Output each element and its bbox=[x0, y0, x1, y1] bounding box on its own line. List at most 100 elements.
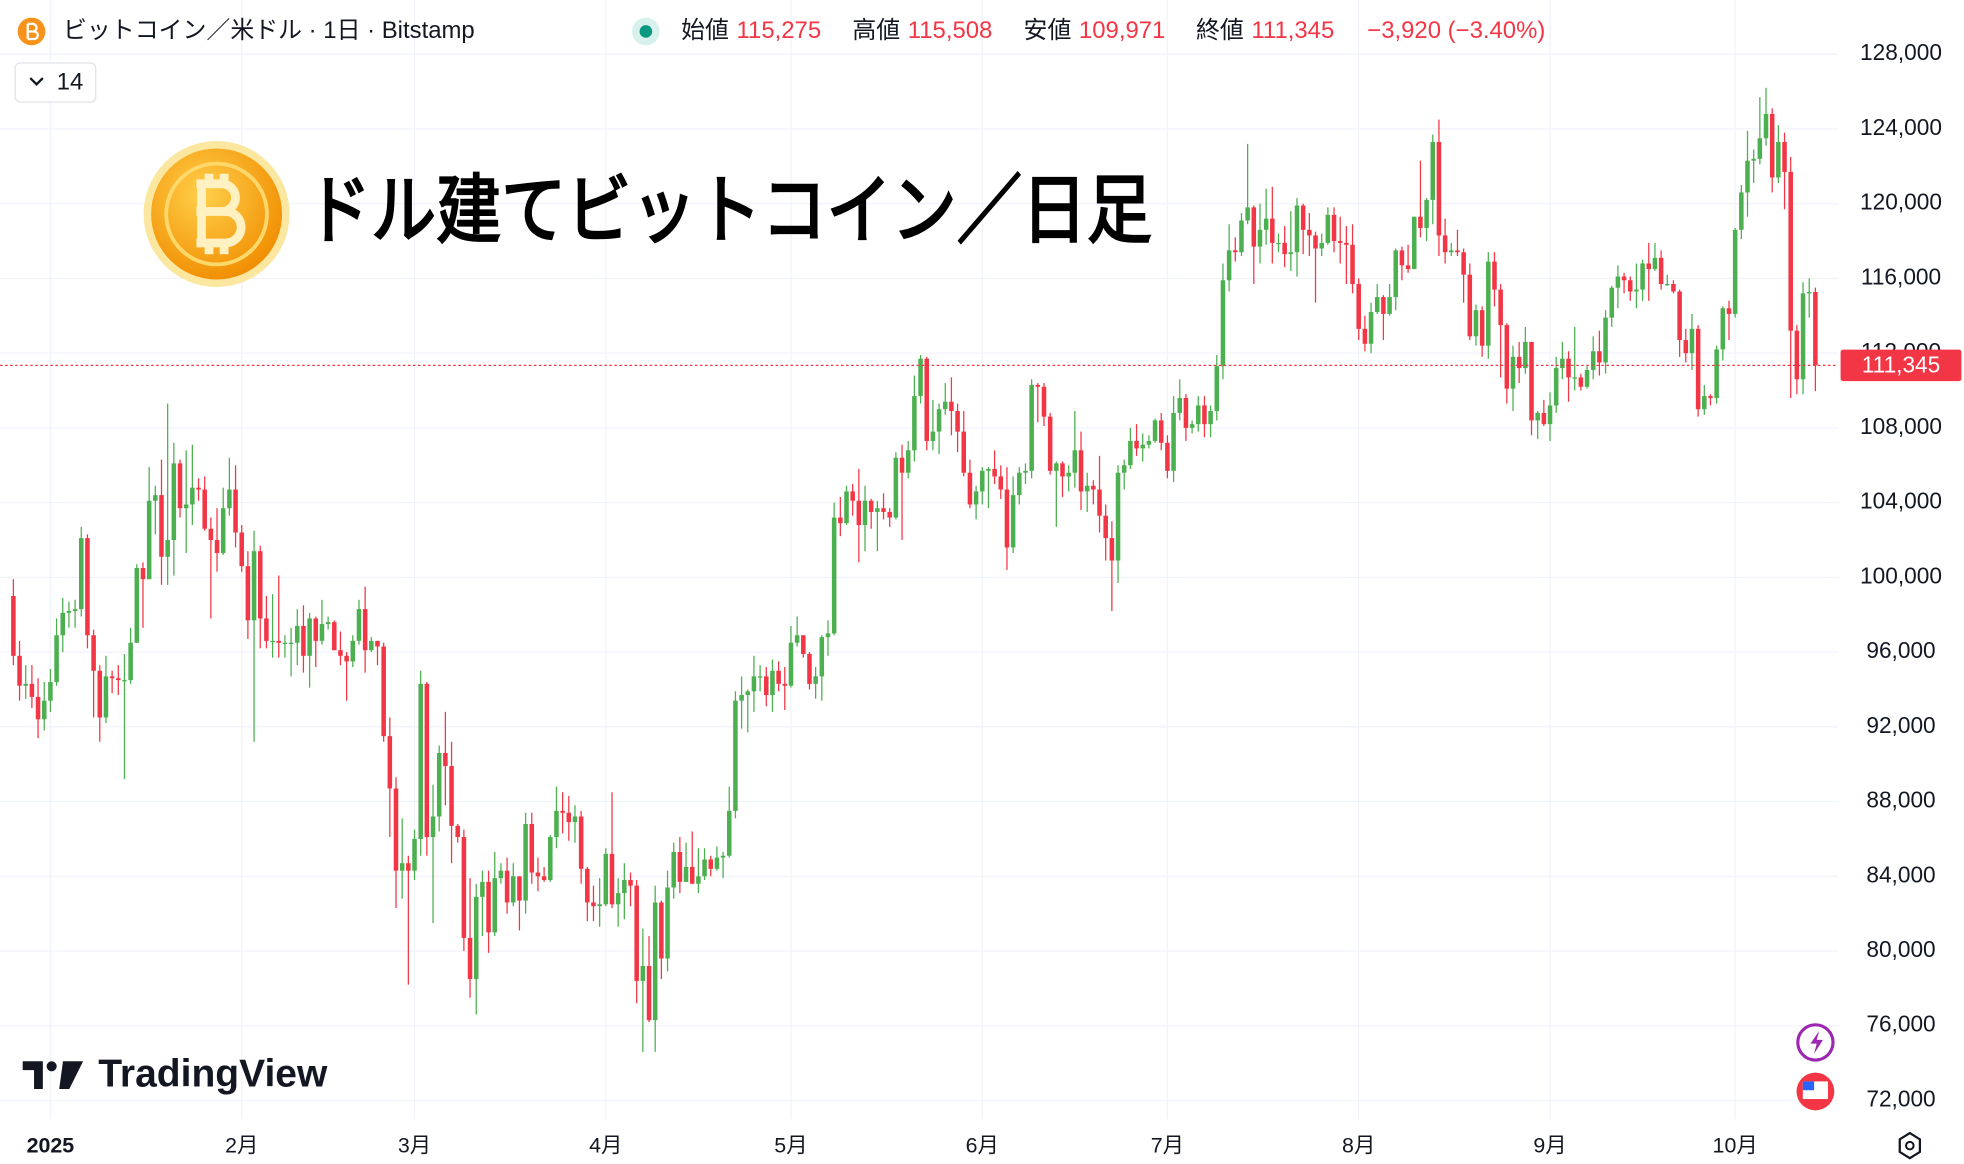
candle-body bbox=[1214, 366, 1220, 412]
candle-body bbox=[585, 868, 590, 903]
candle-body bbox=[1510, 356, 1516, 389]
candle-body bbox=[1671, 283, 1676, 292]
candle-body bbox=[227, 489, 232, 509]
candle-body bbox=[1017, 472, 1022, 496]
candle-body bbox=[48, 681, 53, 701]
ohlc-label: 終値 bbox=[1196, 17, 1244, 44]
candle-body bbox=[609, 853, 615, 905]
y-tick-label: 116,000 bbox=[1861, 263, 1941, 289]
candle-body bbox=[1726, 308, 1732, 314]
candle-body bbox=[1597, 351, 1602, 363]
symbol[interactable]: ビットコイン／米ドル · 1日 · Bitstamp bbox=[63, 17, 475, 44]
candle-body bbox=[1103, 515, 1108, 539]
candle-body bbox=[1486, 261, 1491, 346]
candle-body bbox=[35, 696, 41, 720]
change: −3,920 (−3.40%) bbox=[1367, 17, 1545, 44]
x-tick-label: 10月 bbox=[1713, 1134, 1758, 1158]
candle-body bbox=[788, 642, 794, 686]
settings-icon bbox=[1905, 1140, 1915, 1151]
candle-body bbox=[245, 566, 251, 621]
candle-body bbox=[1479, 310, 1485, 346]
candle-body bbox=[11, 596, 16, 656]
candle-body bbox=[739, 695, 744, 701]
candle-body bbox=[1381, 297, 1386, 314]
candle-body bbox=[634, 885, 639, 981]
candle-body bbox=[1646, 263, 1652, 270]
candle-body bbox=[702, 859, 707, 877]
candle-body bbox=[60, 612, 66, 636]
candle-body bbox=[1054, 463, 1059, 471]
candle-body bbox=[597, 904, 602, 907]
candle-body bbox=[424, 683, 430, 838]
candle-body bbox=[1078, 450, 1084, 492]
candle-body bbox=[720, 855, 726, 858]
settings-icon[interactable] bbox=[1898, 1131, 1922, 1160]
candle-body bbox=[467, 937, 473, 980]
candle-body bbox=[1806, 291, 1812, 294]
candle-body bbox=[1245, 207, 1250, 221]
candle-body bbox=[257, 551, 263, 619]
candle-body bbox=[165, 539, 170, 557]
candle-body bbox=[918, 358, 923, 397]
candle-body bbox=[1665, 283, 1670, 286]
candle-body bbox=[1029, 384, 1034, 471]
candle-body bbox=[381, 646, 386, 737]
y-tick-label: 120,000 bbox=[1860, 189, 1942, 215]
y-tick-label: 128,000 bbox=[1860, 39, 1942, 65]
candle-body bbox=[183, 504, 189, 509]
candle-body bbox=[949, 401, 954, 412]
candle-body bbox=[375, 640, 380, 647]
candle-body bbox=[1072, 450, 1078, 473]
candle-body bbox=[325, 622, 331, 625]
candle-body bbox=[190, 487, 195, 505]
candle-body bbox=[214, 539, 220, 554]
title-banner: ドル建てビットコイン／日足 bbox=[143, 140, 1152, 288]
last-price-tag bbox=[1840, 349, 1962, 382]
candle-body bbox=[1374, 297, 1380, 313]
y-tick-label: 124,000 bbox=[1860, 114, 1942, 140]
candle-body bbox=[356, 609, 362, 641]
candle-body bbox=[1523, 341, 1528, 369]
y-tick-label: 76,000 bbox=[1866, 1011, 1935, 1037]
x-tick-label: 3月 bbox=[398, 1134, 431, 1158]
candle-body bbox=[17, 655, 22, 686]
candle-body bbox=[1084, 485, 1090, 492]
candle-body bbox=[264, 618, 269, 641]
chevron bbox=[29, 77, 44, 86]
candle-body bbox=[208, 528, 214, 540]
candle-body bbox=[733, 700, 738, 811]
candle-body bbox=[1535, 412, 1540, 421]
y-tick-label: 84,000 bbox=[1866, 861, 1935, 887]
candle-body bbox=[1411, 216, 1417, 270]
candle-body bbox=[313, 618, 319, 641]
candle-body bbox=[1769, 113, 1775, 178]
candle-body bbox=[1702, 396, 1707, 410]
candle-body bbox=[85, 538, 90, 636]
y-tick-label: 108,000 bbox=[1860, 413, 1942, 439]
candle-body bbox=[344, 655, 349, 662]
indicator-toggle[interactable] bbox=[14, 62, 97, 103]
candle-body bbox=[745, 691, 751, 696]
candle-body bbox=[541, 876, 547, 881]
candle-body bbox=[1319, 242, 1324, 249]
ohlc-label: 高値 bbox=[852, 17, 900, 44]
candle-body bbox=[1782, 141, 1787, 172]
candle-body bbox=[578, 816, 584, 869]
x-tick-label: 6月 bbox=[966, 1134, 999, 1158]
candle-body bbox=[813, 676, 818, 684]
candle-body bbox=[1023, 470, 1028, 473]
candle-body bbox=[1708, 396, 1713, 398]
candle-body bbox=[1504, 325, 1510, 389]
candle-body bbox=[1405, 265, 1411, 270]
candle-body bbox=[819, 637, 825, 677]
candle-body bbox=[782, 683, 788, 686]
symbol-icon-glyph bbox=[26, 22, 39, 41]
candle-body bbox=[770, 670, 775, 696]
candle-body bbox=[955, 411, 960, 432]
y-tick-label: 96,000 bbox=[1866, 637, 1935, 663]
logo bbox=[46, 1061, 57, 1072]
candle-body bbox=[1035, 384, 1041, 387]
candle-body bbox=[449, 766, 454, 826]
candle-body bbox=[393, 788, 399, 871]
candle-body bbox=[1621, 276, 1627, 281]
